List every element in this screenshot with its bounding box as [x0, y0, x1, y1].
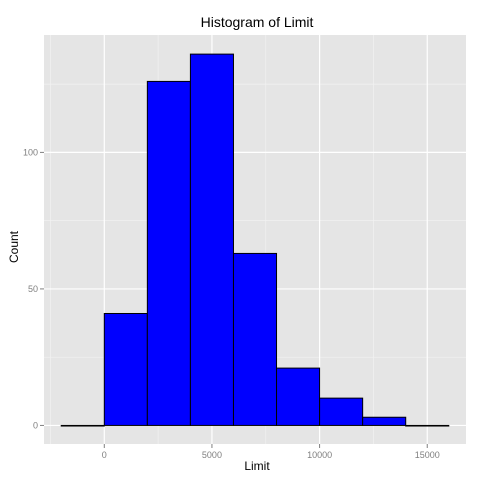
- histogram-bar: [103, 312, 148, 426]
- x-tick-label: 15000: [415, 450, 440, 460]
- histogram-bar: [319, 397, 364, 426]
- histogram-bar: [232, 252, 278, 426]
- x-axis-title: Limit: [244, 459, 270, 473]
- histogram-bar: [60, 424, 105, 427]
- histogram-bar: [276, 367, 321, 426]
- histogram-bar: [405, 424, 450, 427]
- chart-title: Histogram of Limit: [201, 14, 314, 30]
- histogram-bar: [189, 53, 234, 426]
- histogram-bar: [146, 80, 191, 426]
- y-axis-title: Count: [7, 230, 21, 263]
- x-axis-ticks: 0 5000 10000 15000: [102, 444, 440, 460]
- bars: [60, 53, 450, 427]
- x-tick-label: 5000: [202, 450, 222, 460]
- y-tick-label: 0: [33, 420, 38, 430]
- histogram-bar: [362, 416, 407, 426]
- x-tick-label: 0: [102, 450, 107, 460]
- x-tick-label: 10000: [307, 450, 332, 460]
- y-axis-ticks: 0 50 100: [23, 147, 44, 430]
- y-tick-label: 100: [23, 147, 38, 157]
- y-tick-label: 50: [28, 284, 38, 294]
